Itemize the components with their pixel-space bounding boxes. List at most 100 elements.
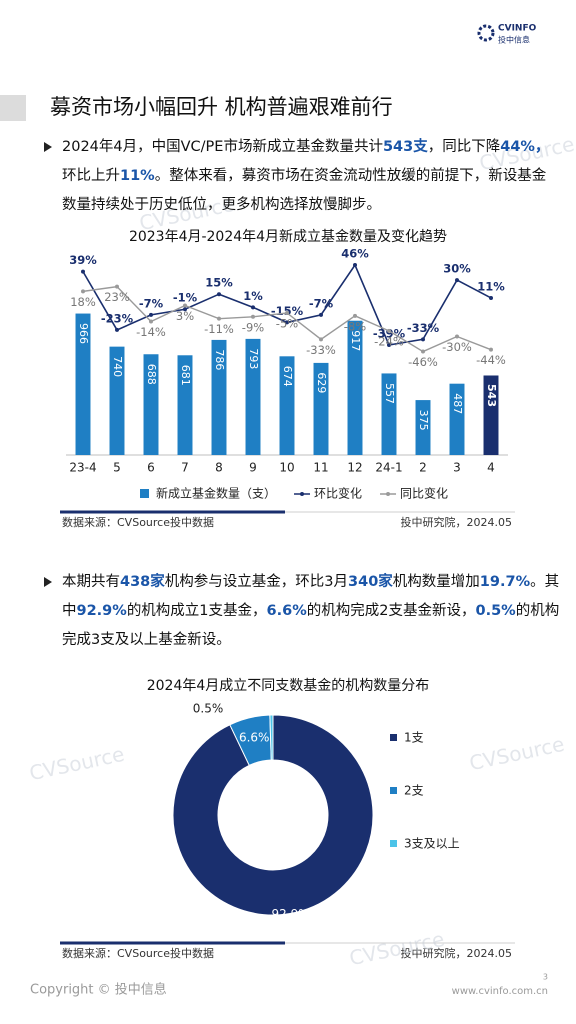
text-run: 机构参与设立基金，环比3月	[164, 574, 349, 590]
legend-label: 同比变化	[400, 486, 448, 501]
line-point	[319, 337, 323, 342]
bar-label: 688	[145, 364, 158, 385]
x-tick-label: 23-4	[69, 461, 96, 475]
legend-swatch	[390, 840, 397, 847]
x-tick-label: 5	[113, 461, 121, 475]
x-tick-label: 11	[313, 461, 328, 475]
legend-label: 1支	[404, 731, 424, 745]
logo-sub: 投中信息	[498, 35, 530, 45]
x-tick-label: 4	[487, 461, 495, 475]
line-point	[81, 289, 85, 294]
line-point	[183, 307, 187, 312]
text-run: 19.7%	[479, 574, 531, 590]
source: 数据来源：CVSource投中数据	[62, 946, 214, 960]
line-point	[353, 313, 357, 318]
chart-title: 2023年4月-2024年4月新成立基金数量及变化趋势	[129, 228, 447, 245]
text-run: 44%，	[500, 139, 550, 155]
bar	[449, 383, 465, 455]
text-run: 6.6%	[266, 603, 307, 619]
value-label: -46%	[408, 355, 438, 369]
bar	[313, 362, 329, 455]
value-label: 46%	[341, 247, 369, 261]
line-point	[489, 295, 493, 300]
paragraph: 本期共有438家机构参与设立基金，环比3月340家机构数量增加19.7%。其中9…	[62, 568, 560, 655]
value-label: -39%	[373, 326, 406, 340]
chart-title: 2024年4月成立不同支数基金的机构数量分布	[147, 677, 430, 694]
logo-mark	[477, 24, 495, 42]
value-label: 39%	[69, 253, 97, 267]
value-label: 18%	[70, 295, 96, 309]
bar	[415, 400, 431, 455]
bar	[177, 355, 193, 455]
line-point	[81, 269, 85, 274]
title-block	[0, 95, 26, 121]
bar	[245, 338, 261, 455]
bar-label: 557	[383, 383, 396, 404]
text-run: 92.9%	[76, 603, 127, 619]
bar-label: 740	[111, 356, 124, 377]
x-tick-label: 10	[279, 461, 294, 475]
source: 数据来源：CVSource投中数据	[62, 515, 214, 529]
line-point	[285, 320, 289, 325]
text-run: 0.5%	[475, 603, 516, 619]
text-run: 的机构完成3支及以上基金新设。	[62, 603, 560, 648]
text-run: 543支	[382, 139, 428, 155]
legend-label: 环比变化	[314, 486, 362, 501]
bar	[211, 339, 227, 455]
x-tick-label: 8	[215, 461, 223, 475]
line-point	[489, 347, 493, 352]
bar-label: 674	[281, 366, 294, 387]
text-run: ，同比下降	[427, 139, 501, 155]
x-tick-label: 7	[181, 461, 189, 475]
trend-chart: 2023年4月-2024年4月新成立基金数量及变化趋势 23-4 5 6 7 8 9 10 11…	[60, 228, 515, 529]
x-tick-label: 9	[249, 461, 257, 475]
bar	[347, 320, 363, 455]
legend-swatch	[140, 489, 149, 498]
copyright: Copyright © 投中信息	[30, 982, 167, 998]
line-point	[421, 349, 425, 354]
text-run: 本期共有	[62, 574, 120, 590]
value-label: 30%	[443, 262, 471, 276]
website: www.cvinfo.com.cn	[452, 986, 548, 997]
line-point	[115, 284, 119, 289]
line-point	[455, 278, 459, 283]
page-number: 3	[543, 973, 548, 982]
x-tick-label: 2	[419, 461, 427, 475]
bar-label: 786	[213, 349, 226, 370]
slice-label: 6.6%	[239, 730, 270, 744]
bar-label: 543	[485, 384, 498, 407]
line-point	[285, 311, 289, 316]
line-point	[251, 314, 255, 319]
line-point	[455, 334, 459, 339]
slice-label: 0.5%	[193, 702, 224, 716]
value-label: -33%	[306, 343, 336, 357]
value-label: -23%	[101, 311, 134, 325]
value-label: -33%	[407, 321, 440, 335]
credit: 投中研究院，2024.05	[401, 515, 513, 529]
legend-swatch	[300, 492, 305, 496]
bullet	[44, 577, 52, 587]
bar	[75, 313, 91, 455]
value-label: 15%	[205, 276, 233, 290]
value-label: -8%	[344, 319, 366, 333]
bullet	[44, 142, 52, 152]
value-label: 1%	[243, 289, 263, 303]
x-tick-label: 3	[453, 461, 461, 475]
x-tick-label: 6	[147, 461, 155, 475]
bar-label: 681	[179, 365, 192, 386]
bar	[381, 373, 397, 455]
donut-chart: 2024年4月成立不同支数基金的机构数量分布 92.9% 1支 6.6% 2支 0.5% 3…	[60, 677, 515, 960]
text-run: 11%	[120, 168, 155, 184]
logo: CVINFO 投中信息	[477, 24, 537, 45]
line-point	[251, 305, 255, 310]
value-label: 3%	[176, 309, 194, 323]
legend-label: 3支及以上	[404, 837, 460, 851]
bar	[279, 356, 295, 455]
line-point	[421, 337, 425, 342]
legend-label: 2支	[404, 784, 424, 798]
text-run: 340家	[348, 574, 393, 590]
bar	[143, 354, 159, 455]
value-label: -30%	[442, 340, 472, 354]
x-tick-label: 24-1	[375, 461, 402, 475]
